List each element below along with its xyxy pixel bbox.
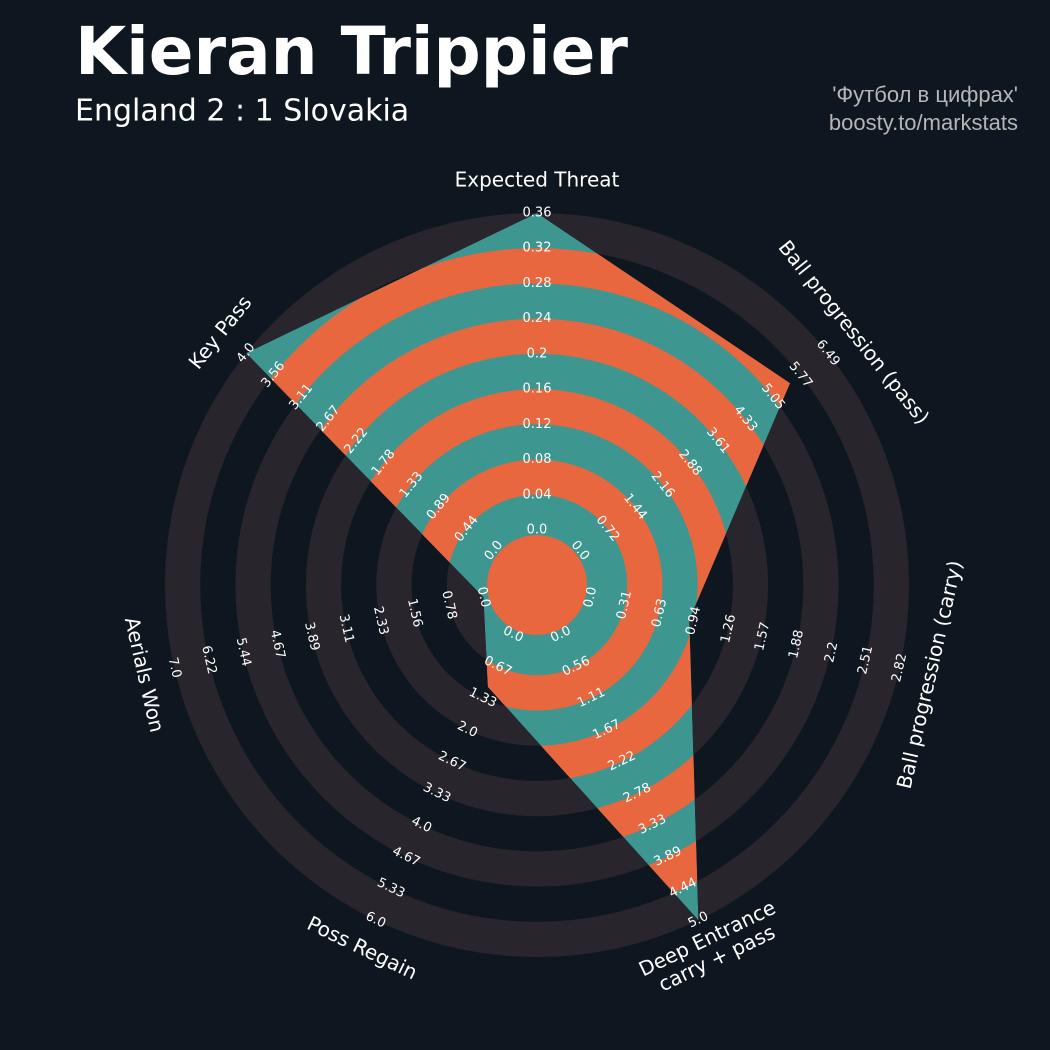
axis-label-group: Expected Threat xyxy=(455,168,620,192)
tick-label: 0.78 xyxy=(438,589,459,621)
tick-label: 0.04 xyxy=(523,487,552,502)
tick-label: 0.31 xyxy=(614,589,635,621)
chart-subtitle: England 2 : 1 Slovakia xyxy=(75,94,409,129)
tick-label: 0.94 xyxy=(683,605,704,637)
tick-label: 7.0 xyxy=(165,656,184,680)
tick-label: 1.56 xyxy=(404,597,425,629)
tick-label: 4.67 xyxy=(267,629,288,661)
tick-label: 0.0 xyxy=(527,523,548,538)
tick-label: 1.26 xyxy=(718,613,739,645)
tick-label: 3.89 xyxy=(301,621,322,653)
tick-label: 0.63 xyxy=(649,597,670,629)
center-circle xyxy=(487,535,587,635)
tick-label: 0.0 xyxy=(581,585,600,609)
tick-label: 0.16 xyxy=(523,382,552,397)
tick-label: 0.12 xyxy=(523,417,552,432)
tick-label: 6.22 xyxy=(198,644,219,676)
axis-label: Aerials Won xyxy=(120,615,170,735)
tick-label: 0.08 xyxy=(523,452,552,467)
annotation: boosty.to/markstats xyxy=(829,110,1018,135)
tick-label: 1.57 xyxy=(752,621,773,653)
tick-label: 0.2 xyxy=(527,346,548,361)
tick-label: 0.24 xyxy=(523,311,552,326)
axis-label-group: Aerials Won xyxy=(120,615,170,735)
tick-label: 3.11 xyxy=(336,613,357,645)
tick-label: 2.2 xyxy=(822,641,841,665)
chart-title: Kieran Trippier xyxy=(75,13,628,90)
tick-label: 5.44 xyxy=(233,636,254,668)
annotation: 'Футбол в цифрах' xyxy=(832,82,1018,107)
tick-label: 0.36 xyxy=(523,206,552,221)
tick-label: 0.0 xyxy=(474,585,493,609)
tick-label: 0.28 xyxy=(523,276,552,291)
tick-label: 2.51 xyxy=(855,644,876,676)
tick-label: 2.33 xyxy=(370,605,391,637)
tick-label: 1.88 xyxy=(786,628,807,660)
tick-label: 0.32 xyxy=(523,241,552,256)
axis-label: Expected Threat xyxy=(455,168,620,192)
tick-label: 2.82 xyxy=(889,652,910,684)
